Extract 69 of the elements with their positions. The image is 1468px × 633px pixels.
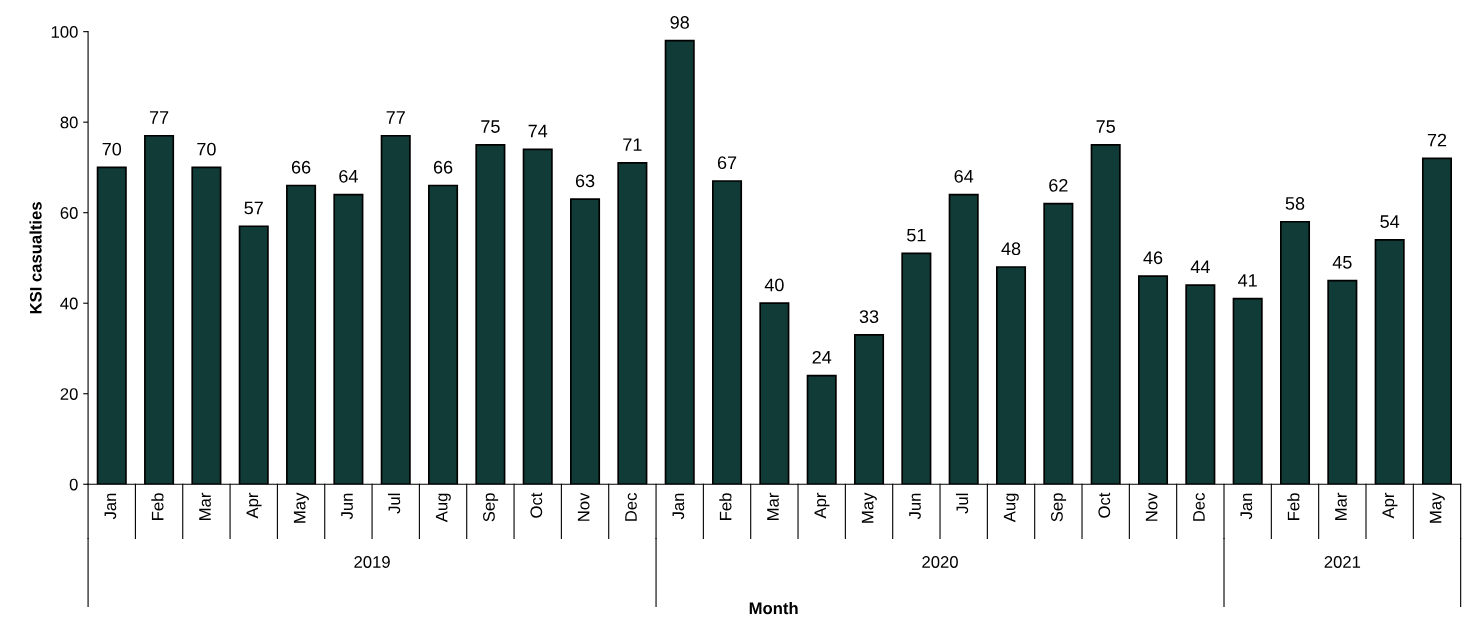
data-label: 58	[1285, 197, 1305, 210]
data-label: 41	[1238, 274, 1257, 287]
x-axis-title: Month	[749, 601, 798, 615]
data-label: 24	[812, 350, 832, 364]
x-tick-label: Sep	[483, 493, 499, 522]
data-label: 74	[528, 124, 548, 138]
x-tick-label: Jun	[341, 493, 353, 520]
x-tick-label: Jun	[909, 493, 921, 520]
x-tick-label: Feb	[719, 493, 732, 520]
data-label: 64	[339, 169, 358, 183]
x-tick-label: Jan	[104, 493, 117, 520]
x-tick-label: Jan	[672, 493, 685, 520]
y-tick-label: 80	[60, 116, 78, 129]
data-label: 40	[764, 278, 784, 292]
x-tick-label: May	[1429, 492, 1445, 523]
x-tick-label: Apr	[814, 492, 830, 519]
data-label: 54	[1380, 215, 1400, 228]
x-tick-label: Oct	[530, 492, 543, 518]
data-label: 51	[907, 228, 926, 242]
data-label: 48	[1001, 242, 1021, 256]
x-tick-label: Jan	[1240, 493, 1253, 520]
data-label: 62	[1049, 178, 1068, 192]
y-tick-label: 60	[60, 207, 78, 219]
x-tick-label: Sep	[1051, 493, 1067, 522]
text: 2021	[1324, 556, 1361, 568]
data-label: 67	[717, 156, 737, 170]
data-label: 44	[1190, 260, 1210, 274]
x-tick-label: Aug	[1003, 493, 1019, 523]
text: 2019	[354, 556, 390, 568]
data-label: 72	[1427, 133, 1447, 147]
x-tick-label: Jul	[955, 493, 969, 514]
data-label: 63	[575, 174, 595, 188]
data-label: 98	[670, 16, 689, 29]
x-tick-label: Mar	[1335, 492, 1347, 520]
data-label: 66	[291, 160, 311, 174]
data-label: 75	[1096, 120, 1115, 133]
x-tick-label: May	[861, 492, 877, 523]
x-tick-label: Mar	[767, 492, 779, 520]
x-tick-label: Mar	[199, 492, 211, 520]
data-label: 77	[149, 111, 169, 124]
y-tick-label: 20	[60, 388, 78, 400]
x-tick-label: Jul	[387, 493, 401, 514]
text: 2020	[922, 556, 958, 568]
x-tick-label: Nov	[1145, 492, 1158, 521]
data-label: 46	[1143, 251, 1163, 265]
data-label: 70	[102, 142, 122, 156]
y-tick-label: 100	[51, 26, 78, 38]
y-tick-label: 40	[60, 297, 78, 310]
data-label: 66	[433, 160, 453, 174]
data-label: 70	[197, 142, 216, 156]
x-tick-label: Nov	[577, 492, 590, 521]
data-label: 71	[623, 138, 642, 151]
x-tick-label: Feb	[1287, 493, 1300, 520]
data-label: 57	[244, 201, 263, 215]
data-label: 33	[859, 310, 879, 323]
data-label: 45	[1332, 256, 1352, 269]
x-tick-label: Dec	[625, 493, 637, 521]
y-axis-title: KSI casualties	[29, 202, 42, 314]
x-tick-label: Apr	[246, 492, 262, 519]
x-tick-label: May	[293, 492, 309, 523]
data-label: 77	[386, 111, 405, 124]
y-tick-label: 0	[69, 478, 78, 491]
x-tick-label: Apr	[1382, 492, 1398, 519]
x-tick-label: Aug	[435, 493, 451, 523]
data-label: 75	[481, 120, 500, 133]
x-tick-label: Feb	[151, 493, 164, 520]
data-label: 64	[954, 169, 974, 183]
x-tick-label: Dec	[1193, 493, 1205, 521]
x-tick-label: Oct	[1098, 492, 1111, 518]
